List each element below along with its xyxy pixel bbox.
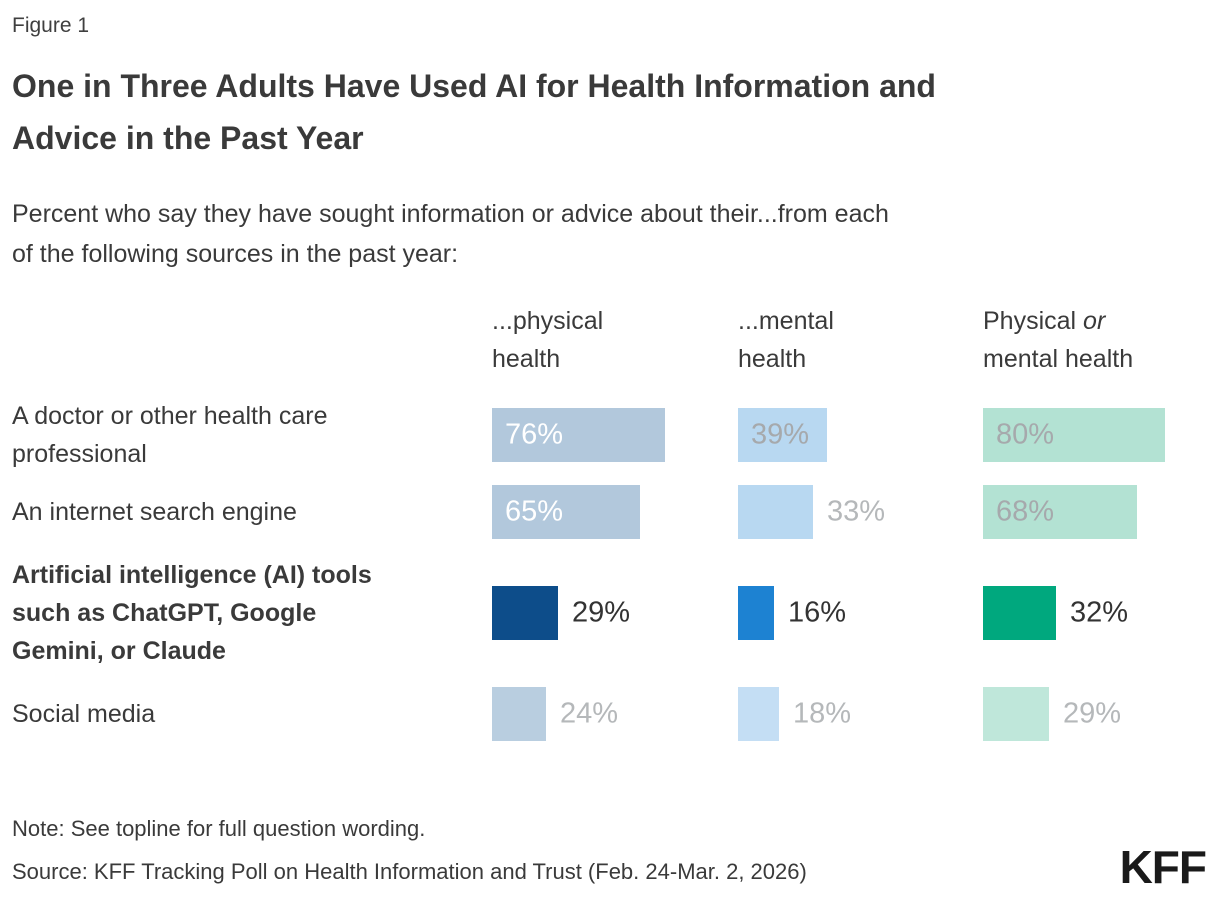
bar-value-row3-col2: 16% bbox=[788, 596, 847, 629]
bar-row3-col2 bbox=[738, 586, 774, 640]
bar-row1-col1 bbox=[492, 408, 665, 462]
bar-row2-col3 bbox=[983, 485, 1137, 539]
column-header-1: ...physical health bbox=[492, 307, 604, 373]
row-label: Artificial intelligence (AI) tools such … bbox=[12, 561, 372, 665]
bar-row2-col2 bbox=[738, 485, 813, 539]
chart-source: Source: KFF Tracking Poll on Health Info… bbox=[12, 859, 807, 884]
bar-value-row3-col3: 32% bbox=[1070, 596, 1129, 629]
bar-value-row3-col1: 29% bbox=[572, 596, 631, 629]
kff-logo: KFF bbox=[1119, 841, 1207, 893]
figure-label: Figure 1 bbox=[12, 14, 90, 37]
row-label: Social media bbox=[12, 700, 156, 728]
bar-value-row1-col1: 76% bbox=[505, 418, 564, 451]
row-label: An internet search engine bbox=[12, 498, 297, 526]
bar-row3-col1 bbox=[492, 586, 558, 640]
bar-value-row1-col2: 39% bbox=[751, 418, 810, 451]
bar-row3-col3 bbox=[983, 586, 1056, 640]
bar-value-row1-col3: 80% bbox=[996, 418, 1055, 451]
chart-title: One in Three Adults Have Used AI for Hea… bbox=[12, 68, 936, 156]
column-header-2: ...mental health bbox=[738, 307, 834, 373]
bar-row4-col1 bbox=[492, 687, 546, 741]
bar-row4-col3 bbox=[983, 687, 1049, 741]
column-header-3: Physical or mental health bbox=[983, 307, 1134, 373]
bar-row1-col2 bbox=[738, 408, 827, 462]
bar-value-row2-col1: 65% bbox=[505, 495, 564, 528]
bar-value-row4-col1: 24% bbox=[560, 697, 619, 730]
bar-row1-col3 bbox=[983, 408, 1165, 462]
row-label: A doctor or other health care profession… bbox=[12, 402, 328, 468]
bar-value-row4-col3: 29% bbox=[1063, 697, 1122, 730]
bar-value-row2-col3: 68% bbox=[996, 495, 1055, 528]
bar-row4-col2 bbox=[738, 687, 779, 741]
bar-row2-col1 bbox=[492, 485, 640, 539]
chart-note: Note: See topline for full question word… bbox=[12, 816, 426, 841]
bar-value-row4-col2: 18% bbox=[793, 697, 852, 730]
bar-value-row2-col2: 33% bbox=[827, 495, 886, 528]
chart-subtitle: Percent who say they have sought informa… bbox=[12, 200, 889, 268]
